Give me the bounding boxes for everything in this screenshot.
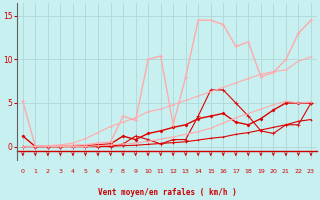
X-axis label: Vent moyen/en rafales ( km/h ): Vent moyen/en rafales ( km/h ) — [98, 188, 236, 197]
